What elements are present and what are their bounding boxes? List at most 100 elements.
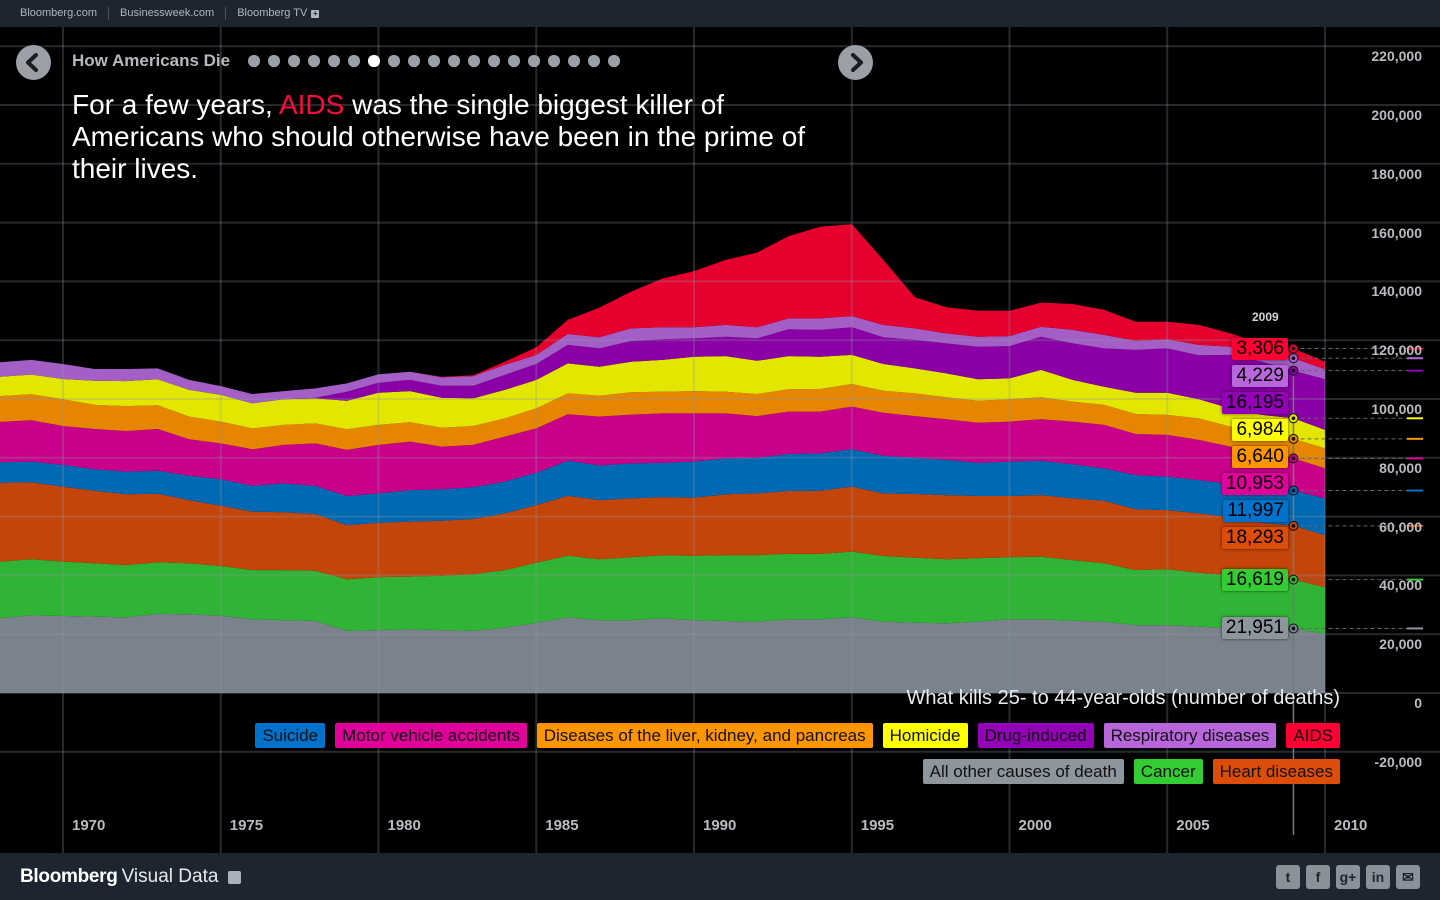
legend-item[interactable]: Heart diseases bbox=[1212, 759, 1340, 784]
x-tick-label: 2010 bbox=[1334, 817, 1368, 834]
legend-row: All other causes of death Cancer Heart dis… bbox=[922, 759, 1340, 784]
slide-dot-13[interactable] bbox=[488, 55, 500, 67]
y-tick-label: -20,000 bbox=[1374, 753, 1422, 770]
callout-marker-center bbox=[1291, 524, 1296, 528]
y-tick-label: 0 bbox=[1414, 695, 1422, 711]
external-plus-icon: + bbox=[311, 9, 320, 18]
slide-dot-18[interactable] bbox=[588, 55, 600, 67]
x-tick-label: 2005 bbox=[1176, 817, 1210, 834]
headline: For a few years, AIDS was the single big… bbox=[72, 89, 822, 185]
legend-item[interactable]: Suicide bbox=[255, 723, 326, 748]
slide-dot-7[interactable] bbox=[368, 55, 380, 67]
twitter-icon[interactable]: t bbox=[1276, 865, 1300, 889]
y-tick-label: 100,000 bbox=[1371, 401, 1422, 417]
y-tick-label: 140,000 bbox=[1371, 283, 1422, 300]
headline-prefix: For a few years, bbox=[72, 89, 279, 120]
callout-marker-center bbox=[1291, 626, 1296, 631]
google-plus-icon[interactable]: g+ bbox=[1336, 865, 1360, 889]
brand-bold: Bloomberg bbox=[20, 866, 118, 887]
email-icon[interactable]: ✉ bbox=[1396, 865, 1420, 889]
brand-light: Visual Data bbox=[121, 866, 219, 887]
story-title: How Americans Die bbox=[72, 51, 231, 70]
x-tick-label: 1980 bbox=[387, 817, 421, 834]
x-tick-label: 1990 bbox=[703, 817, 737, 834]
link-businessweek[interactable]: Businessweek.com bbox=[109, 7, 227, 20]
link-bloomberg[interactable]: Bloomberg.com bbox=[0, 7, 110, 20]
footer-bar: Bloomberg Visual Data t f g+ in ✉ bbox=[0, 853, 1440, 900]
next-slide-button[interactable] bbox=[838, 45, 873, 80]
slide-dot-9[interactable] bbox=[408, 55, 420, 67]
chart-title: What kills 25- to 44-year-olds (number o… bbox=[906, 687, 1340, 709]
linkedin-icon[interactable]: in bbox=[1366, 865, 1390, 889]
legend-item[interactable]: Motor vehicle accidents bbox=[335, 723, 527, 748]
callout-marker-center bbox=[1291, 577, 1296, 582]
slide-dot-5[interactable] bbox=[328, 55, 340, 67]
y-tick-label: 60,000 bbox=[1379, 518, 1422, 535]
slide-dot-8[interactable] bbox=[388, 55, 400, 67]
slide-dot-17[interactable] bbox=[568, 55, 580, 67]
slide-dot-6[interactable] bbox=[348, 55, 360, 67]
legend-item[interactable]: All other causes of death bbox=[922, 759, 1124, 784]
slide-dot-11[interactable] bbox=[448, 55, 460, 67]
y-tick-label: 200,000 bbox=[1371, 107, 1422, 123]
area-aids bbox=[0, 224, 1325, 394]
callout-value: 6,640 bbox=[1232, 445, 1288, 468]
callout-marker-center bbox=[1291, 346, 1296, 351]
area-homicide bbox=[0, 354, 1325, 449]
slide-dot-19[interactable] bbox=[608, 55, 620, 67]
legend-item[interactable]: Homicide bbox=[882, 723, 968, 748]
legend-row: Suicide Motor vehicle accidents Diseases o… bbox=[255, 723, 1340, 748]
brand-logo[interactable]: Bloomberg Visual Data bbox=[20, 866, 242, 888]
legend-item[interactable]: Drug-induced bbox=[977, 723, 1094, 748]
slide-dot-1[interactable] bbox=[248, 55, 260, 67]
x-tick-label: 1985 bbox=[545, 817, 579, 834]
chevron-right-icon bbox=[851, 53, 863, 72]
x-tick-label: 2000 bbox=[1018, 817, 1052, 834]
callout-value: 10,953 bbox=[1221, 472, 1288, 495]
legend-item[interactable]: Diseases of the liver, kidney, and pancr… bbox=[536, 723, 873, 748]
area-all-other-causes-of-death bbox=[0, 613, 1325, 693]
legend-item[interactable]: AIDS bbox=[1286, 723, 1340, 748]
area-heart-diseases bbox=[0, 482, 1325, 588]
callout-marker-center bbox=[1291, 437, 1296, 441]
area-diseases-of-the-liver-kidney-and-pancreas bbox=[0, 384, 1325, 469]
y-tick-label: 220,000 bbox=[1371, 48, 1422, 65]
y-tick-label: 20,000 bbox=[1379, 636, 1422, 653]
slide-dot-12[interactable] bbox=[468, 55, 480, 67]
callout-value: 16,195 bbox=[1221, 391, 1288, 414]
chevron-left-icon bbox=[26, 53, 38, 72]
slide-dot-15[interactable] bbox=[528, 55, 540, 67]
legend-item[interactable]: Respiratory diseases bbox=[1103, 723, 1277, 748]
callout-marker-center bbox=[1291, 368, 1296, 373]
facebook-icon[interactable]: f bbox=[1306, 865, 1330, 889]
callout-marker-center bbox=[1291, 416, 1296, 421]
callout-marker-center bbox=[1291, 456, 1296, 461]
callout-value: 11,997 bbox=[1223, 499, 1288, 522]
y-tick-label: 160,000 bbox=[1371, 224, 1422, 241]
slide-dot-2[interactable] bbox=[268, 55, 280, 67]
slide-pagination bbox=[248, 55, 620, 67]
callout-marker-center bbox=[1291, 488, 1296, 493]
x-tick-label: 1975 bbox=[229, 817, 264, 834]
area-respiratory-diseases bbox=[0, 316, 1325, 404]
slide-dot-10[interactable] bbox=[428, 55, 440, 67]
chart-bubble-icon bbox=[228, 870, 242, 884]
legend-item[interactable]: Cancer bbox=[1133, 759, 1203, 784]
callout-value: 3,306 bbox=[1232, 337, 1288, 360]
callout-value: 21,951 bbox=[1221, 617, 1288, 640]
slide-dot-4[interactable] bbox=[308, 55, 320, 67]
share-buttons: t f g+ in ✉ bbox=[1276, 865, 1420, 889]
y-tick-label: 40,000 bbox=[1379, 577, 1422, 594]
slide-dot-3[interactable] bbox=[288, 55, 300, 67]
x-tick-label: 1995 bbox=[860, 817, 895, 834]
slide-dot-16[interactable] bbox=[548, 55, 560, 67]
callout-marker-center bbox=[1291, 356, 1296, 361]
area-cancer bbox=[0, 551, 1325, 634]
top-bar: Bloomberg.com Businessweek.com Bloomberg… bbox=[0, 0, 1440, 27]
callout-value: 6,984 bbox=[1232, 418, 1288, 441]
prev-slide-button[interactable] bbox=[16, 45, 51, 80]
link-bloomberg-tv[interactable]: Bloomberg TV + bbox=[226, 7, 330, 20]
link-bloomberg-tv-label: Bloomberg TV bbox=[237, 7, 308, 19]
slide-dot-14[interactable] bbox=[508, 55, 520, 67]
